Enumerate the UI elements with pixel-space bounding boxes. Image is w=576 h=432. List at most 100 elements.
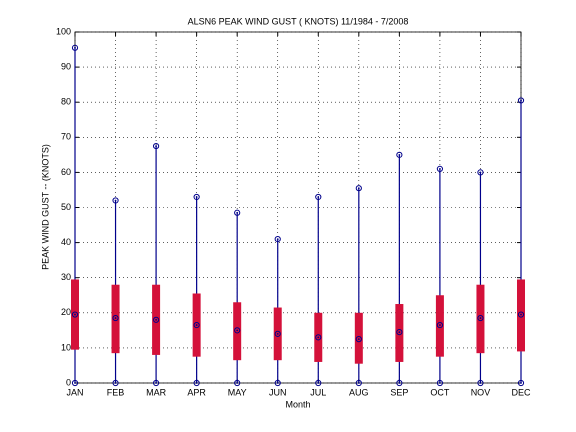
max-marker (152, 142, 160, 150)
mean-dot (114, 317, 117, 319)
min-dot (439, 382, 441, 384)
min-marker (436, 379, 444, 387)
mean-marker (112, 314, 119, 322)
mean-dot (74, 313, 76, 316)
y-tick-label: 100 (56, 26, 71, 36)
y-tick-label: 40 (61, 237, 71, 247)
max-dot (479, 171, 482, 174)
max-dot (114, 199, 117, 202)
min-marker (477, 379, 484, 387)
max-dot (520, 99, 522, 102)
mean-marker (315, 334, 322, 341)
x-tick-label: MAR (146, 387, 167, 397)
max-marker (71, 44, 79, 51)
min-marker (71, 379, 79, 387)
max-marker (193, 193, 200, 201)
x-tick-label: JUL (310, 387, 326, 397)
y-tick-label: 20 (61, 307, 71, 317)
mean-marker (193, 321, 200, 329)
min-dot (276, 382, 279, 384)
x-tick-label: OCT (430, 387, 450, 397)
min-dot (195, 382, 198, 384)
min-marker (355, 379, 362, 387)
y-tick-label: 50 (61, 202, 71, 212)
max-dot (195, 196, 198, 198)
max-marker (517, 97, 525, 104)
mean-marker (71, 311, 79, 318)
max-dot (357, 187, 360, 190)
max-marker (436, 165, 444, 172)
min-marker (274, 379, 281, 387)
x-axis-label: Month (285, 399, 310, 409)
mean-marker (477, 314, 484, 322)
mean-marker (396, 329, 403, 336)
x-tick-label: AUG (349, 387, 369, 397)
max-marker (112, 197, 119, 204)
min-marker (315, 379, 322, 387)
mean-marker (152, 316, 160, 323)
min-dot (74, 382, 76, 384)
mean-marker (274, 330, 281, 337)
min-dot (155, 382, 157, 384)
max-marker (396, 151, 403, 158)
y-tick-label: 70 (61, 132, 71, 142)
min-dot (236, 382, 239, 384)
x-tick-label: JUN (269, 387, 287, 397)
x-tick-label: FEB (107, 387, 125, 397)
mean-dot (236, 329, 239, 332)
mean-marker (355, 336, 362, 343)
mean-dot (317, 336, 320, 339)
min-dot (317, 382, 320, 384)
y-tick-label: 90 (61, 61, 71, 71)
max-dot (74, 46, 76, 49)
mean-dot (439, 324, 441, 326)
min-marker (152, 379, 160, 387)
mean-dot (276, 332, 279, 335)
max-dot (317, 196, 320, 198)
mean-marker (234, 327, 241, 334)
mean-dot (520, 313, 522, 316)
y-tick-label: 0 (66, 377, 71, 387)
min-marker (234, 379, 241, 387)
x-tick-label: SEP (390, 387, 408, 397)
x-tick-label: JAN (66, 387, 83, 397)
max-marker (355, 185, 362, 192)
mean-dot (398, 331, 401, 334)
x-tick-label: MAY (228, 387, 247, 397)
max-dot (276, 238, 279, 240)
mean-dot (357, 338, 360, 341)
min-dot (398, 382, 401, 384)
min-marker (193, 379, 200, 387)
mean-dot (195, 324, 198, 326)
min-dot (114, 382, 117, 384)
max-marker (274, 235, 281, 243)
y-tick-label: 10 (61, 342, 71, 352)
max-marker (477, 169, 484, 176)
max-dot (439, 167, 441, 170)
y-tick-label: 80 (61, 97, 71, 107)
min-dot (357, 382, 360, 384)
y-axis-label: PEAK WIND GUST -- (KNOTS) (40, 144, 50, 270)
min-marker (517, 379, 525, 387)
min-marker (112, 379, 119, 387)
y-tick-label: 60 (61, 167, 71, 177)
max-dot (398, 153, 401, 156)
x-tick-label: APR (187, 387, 206, 397)
x-tick-label: NOV (471, 387, 491, 397)
mean-dot (155, 318, 157, 321)
x-tick-label: DEC (511, 387, 531, 397)
mean-marker (517, 311, 525, 318)
min-dot (520, 382, 522, 384)
min-marker (396, 379, 403, 387)
max-marker (234, 209, 241, 216)
max-dot (236, 211, 239, 214)
mean-marker (436, 321, 444, 329)
y-tick-label: 30 (61, 272, 71, 282)
max-marker (315, 193, 322, 201)
chart-title: ALSN6 PEAK WIND GUST ( KNOTS) 11/1984 - … (188, 16, 409, 26)
min-dot (479, 382, 482, 384)
mean-dot (479, 317, 482, 319)
max-dot (155, 145, 157, 147)
